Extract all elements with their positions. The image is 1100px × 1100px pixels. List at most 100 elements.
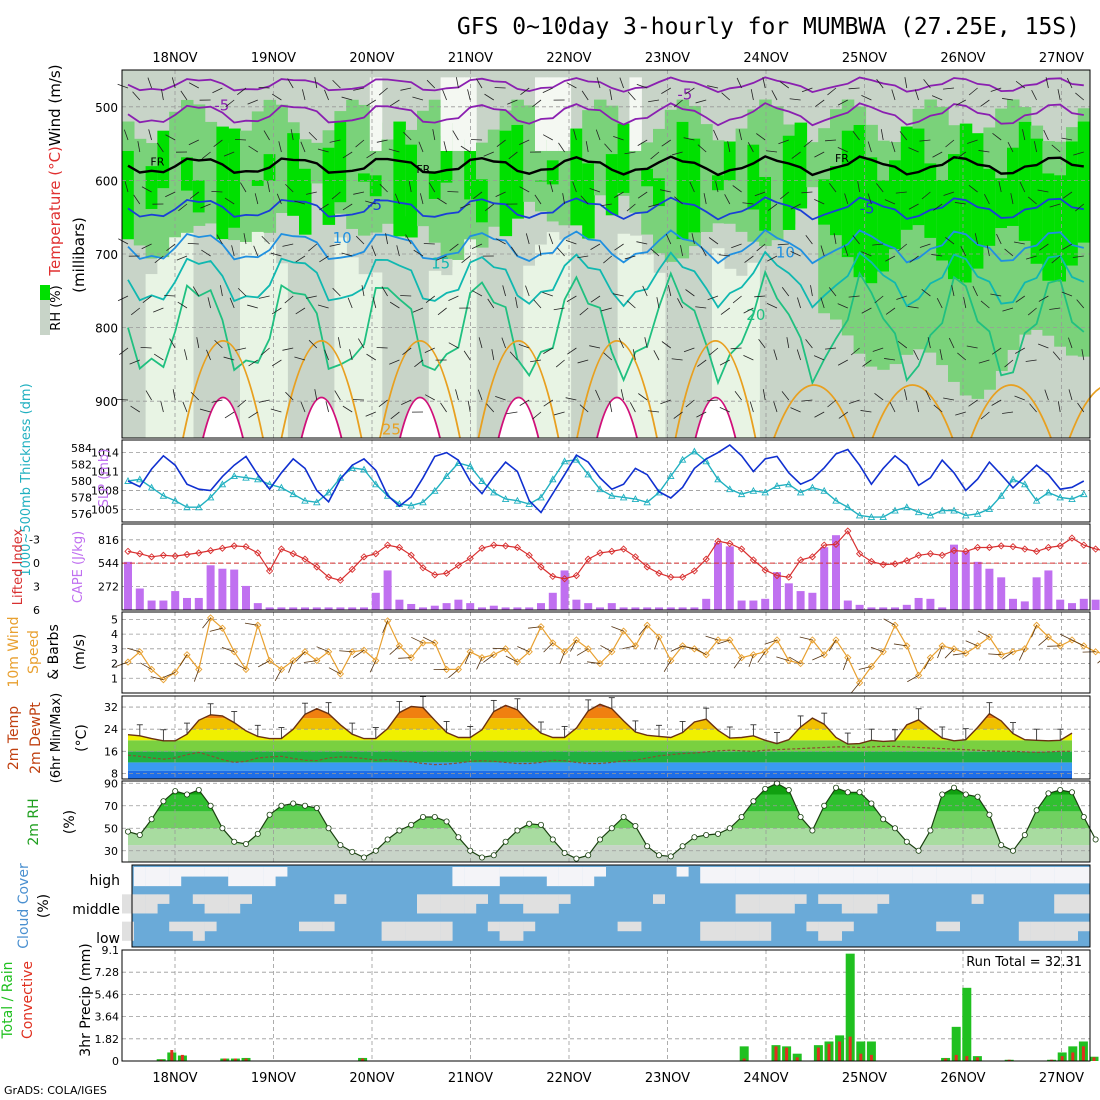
thickness-tick: 582	[71, 459, 92, 472]
wind-barb-icon	[1025, 359, 1037, 362]
cape-bar	[466, 603, 475, 610]
rh-point	[419, 814, 426, 821]
wind-barb-icon	[209, 627, 223, 632]
wind-barb-icon	[532, 99, 542, 108]
wind-barb-icon	[844, 245, 849, 257]
lifted-point	[1032, 547, 1041, 556]
rh-cell-moist	[428, 171, 442, 199]
lifted-point	[407, 551, 415, 559]
rh-band	[128, 845, 1090, 862]
wind-barb-icon	[118, 238, 129, 245]
wind-barb-icon	[827, 399, 837, 408]
wind-barb-icon	[437, 197, 447, 205]
wind-barb-icon	[542, 291, 553, 297]
wind-barb-icon	[984, 194, 990, 205]
rh-point	[691, 834, 698, 841]
cloud-gap	[523, 921, 536, 932]
wind-barb-icon	[161, 89, 164, 101]
wind-barb-icon	[829, 182, 837, 193]
lifted-point	[631, 553, 640, 561]
cloud-gap	[181, 867, 193, 877]
wind-tick: 2	[111, 658, 118, 671]
rh-cell-moist	[499, 130, 513, 237]
wind-barb-icon	[624, 151, 636, 155]
precip-total-bar	[739, 1046, 749, 1061]
temp-band	[128, 704, 1072, 708]
wind-barb-icon	[948, 337, 955, 349]
cloud-gap	[169, 921, 182, 932]
wind-barb-icon	[192, 286, 200, 297]
cape-bar	[643, 607, 652, 610]
cape-bar	[584, 603, 593, 610]
contour-label: -5	[677, 85, 692, 103]
wind-barb-icon	[424, 347, 435, 354]
cape-bar	[253, 603, 262, 610]
lifted-point	[466, 554, 474, 563]
wind-barb-icon	[165, 134, 176, 141]
wind-barb-icon	[525, 233, 530, 245]
wind-barb-icon	[629, 402, 636, 413]
cloud-gap	[617, 921, 630, 932]
wind-barb-icon	[861, 251, 872, 257]
cloud-gap	[487, 921, 500, 932]
side-label-part: RH (%)	[49, 285, 64, 330]
wind-barb-icon	[371, 245, 377, 257]
wind-barb-icon	[463, 350, 471, 361]
wind-barb-icon	[689, 181, 695, 193]
wind-barb-icon	[271, 359, 282, 367]
wind-barb-icon	[440, 402, 447, 413]
lifted-point	[348, 565, 356, 573]
wind-speed-point	[962, 649, 970, 657]
wind-barb-icon	[644, 337, 648, 349]
precip-convective-bar	[774, 1046, 778, 1061]
wind-barb-icon	[508, 151, 518, 160]
warm-contour	[477, 339, 560, 439]
rh-2m-panel: 30 50 70 90 2m RH (%)	[26, 777, 1099, 863]
top-date-label: 18NOV	[152, 51, 197, 66]
wind-barb-icon	[562, 193, 565, 205]
cloud-gap	[452, 894, 465, 914]
wind-barb-icon	[525, 285, 530, 297]
lifted-point	[796, 556, 805, 564]
wind-barb-icon	[590, 243, 601, 250]
wind-barb-icon	[483, 151, 494, 157]
side-label-part: 10m Wind	[6, 616, 22, 687]
wind-barb-icon	[1038, 295, 1049, 302]
cloud-gap	[169, 867, 182, 887]
thickness-point	[973, 509, 982, 517]
wind-barb-icon	[464, 651, 471, 664]
rh-point	[160, 798, 167, 805]
wind-speed-point	[926, 654, 935, 662]
rh-point	[762, 785, 769, 792]
rh-point	[325, 825, 332, 832]
wind-barb-icon	[612, 293, 624, 297]
wind-barb-icon	[1033, 141, 1037, 153]
wind-barb-icon	[396, 245, 400, 257]
wind-barb-icon	[991, 347, 1002, 355]
wind-barb-icon	[372, 297, 377, 309]
wind-barb-icon	[378, 399, 388, 408]
thickness-point	[466, 462, 474, 470]
wind-barb-icon	[670, 645, 683, 652]
cloud-gap	[417, 894, 429, 914]
wind-barb-icon	[1097, 660, 1100, 664]
wind-barb-icon	[528, 626, 542, 629]
rh-cell	[133, 138, 147, 246]
rh-cell-moist	[369, 175, 383, 197]
contour-label: 20	[746, 306, 765, 324]
precip-total-bar	[792, 1053, 802, 1061]
cloud-gap	[582, 867, 595, 887]
wind-barb-icon	[1049, 307, 1061, 310]
thickness-point	[383, 491, 392, 499]
wind-barb-icon	[478, 337, 483, 349]
cloud-gap	[310, 921, 323, 932]
thickness-point	[301, 496, 309, 504]
wind-barb-icon	[943, 191, 955, 196]
cloud-gap	[900, 867, 913, 884]
wind-barb-icon	[573, 129, 577, 141]
wind-barb-icon	[381, 286, 388, 297]
rh-label: RH (%)	[49, 285, 64, 330]
wind-barb-icon	[390, 411, 400, 420]
wind-barb-icon	[140, 346, 152, 349]
thickness-point	[206, 493, 215, 501]
